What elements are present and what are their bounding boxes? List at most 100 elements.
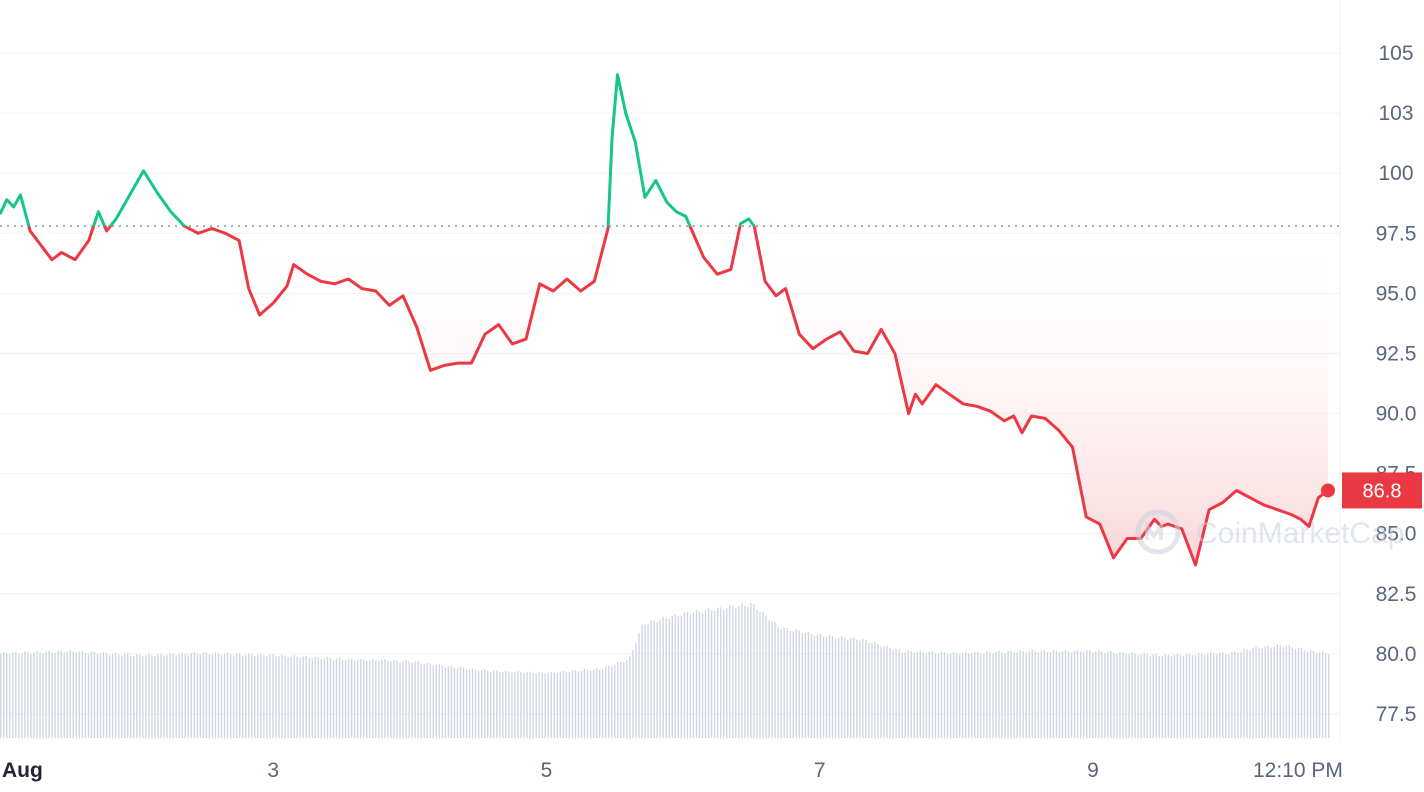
volume-bar	[1321, 651, 1324, 738]
volume-bar	[671, 615, 673, 738]
volume-bar	[895, 648, 897, 738]
volume-bar	[1107, 651, 1109, 738]
volume-bar	[1007, 651, 1009, 738]
volume-bar	[1001, 652, 1003, 738]
volume-bar	[792, 631, 794, 738]
volume-bar	[296, 656, 298, 738]
volume-bar	[260, 653, 262, 738]
volume-bar	[1170, 656, 1173, 738]
volume-bar	[338, 657, 341, 738]
volume-bar	[48, 650, 50, 738]
volume-bar	[217, 653, 220, 738]
volume-bar	[121, 655, 123, 738]
volume-bar	[1061, 651, 1064, 738]
volume-bar	[601, 669, 604, 738]
volume-bar	[674, 614, 676, 738]
volume-bar	[254, 655, 256, 738]
volume-bar	[266, 656, 268, 738]
volume-bar	[617, 662, 619, 738]
volume-bar	[363, 659, 365, 738]
y-tick-label: 82.5	[1376, 583, 1417, 606]
last-price-marker: 86.8	[1321, 472, 1422, 509]
volume-bar	[744, 605, 746, 738]
price-line-up	[0, 73, 756, 227]
volume-bar	[998, 650, 1000, 738]
volume-bar	[777, 626, 779, 738]
volume-bar	[919, 650, 922, 738]
volume-bar	[529, 671, 531, 738]
volume-bar	[114, 652, 117, 738]
volume-bar	[387, 661, 389, 738]
volume-bar	[1079, 652, 1082, 738]
volume-bar	[713, 611, 716, 738]
volume-bar	[1119, 652, 1121, 738]
volume-bar	[716, 607, 719, 738]
volume-bar	[353, 660, 356, 738]
volume-bar	[1152, 654, 1154, 738]
volume-bar	[238, 653, 241, 738]
volume-bar	[435, 665, 438, 738]
volume-bar	[320, 659, 323, 738]
volume-bar	[196, 654, 199, 738]
volume-bar	[245, 655, 247, 738]
volume-bar	[946, 654, 949, 738]
volume-bar	[877, 643, 879, 738]
volume-bar	[556, 673, 559, 738]
volume-bar	[1324, 652, 1327, 738]
volume-bar	[6, 653, 8, 738]
volume-bar	[1046, 652, 1049, 738]
volume-bar	[474, 669, 477, 738]
volume-bar	[562, 670, 565, 738]
volume-bar	[33, 652, 35, 738]
volume-bar	[1128, 653, 1130, 738]
volume-bar	[432, 665, 434, 738]
volume-bar	[707, 608, 710, 738]
y-tick-label: 100	[1378, 162, 1413, 185]
volume-bar	[45, 651, 47, 738]
volume-bar	[738, 605, 740, 738]
volume-bar	[880, 646, 882, 738]
volume-bar	[683, 612, 686, 738]
y-tick-label: 97.5	[1376, 222, 1417, 245]
volume-bar	[369, 659, 371, 738]
volume-bar	[223, 653, 226, 738]
volume-bar	[565, 672, 568, 738]
volume-bar	[1164, 654, 1167, 738]
volume-bar	[1055, 650, 1058, 738]
x-tick-label: 12:10 PM	[1253, 759, 1343, 782]
volume-bar	[1182, 655, 1185, 738]
volume-bar	[904, 652, 906, 738]
x-tick-label: 9	[1087, 759, 1099, 782]
volume-bar	[314, 656, 317, 738]
volume-bar	[39, 652, 41, 738]
volume-bar	[568, 672, 571, 738]
last-price-badge	[1342, 472, 1422, 509]
volume-bar	[901, 652, 903, 738]
volume-bar	[680, 615, 683, 738]
volume-bar	[372, 658, 374, 738]
volume-bar	[1273, 646, 1275, 738]
volume-bar	[907, 650, 909, 738]
volume-bar	[208, 654, 211, 738]
volume-bar	[1213, 653, 1215, 738]
volume-bar	[145, 655, 147, 738]
volume-bar	[541, 672, 543, 738]
volume-bar	[399, 662, 401, 738]
volume-bar	[653, 620, 655, 738]
volume-bar	[1043, 650, 1046, 738]
volume-bar	[795, 629, 797, 738]
volume-bar	[1098, 650, 1100, 738]
volume-bar	[883, 645, 885, 738]
volume-bar	[154, 655, 156, 738]
volume-bar	[1243, 649, 1245, 738]
volume-bar	[789, 630, 791, 738]
volume-bar	[1113, 653, 1115, 738]
volume-bar	[414, 661, 416, 738]
volume-bar	[1188, 653, 1191, 738]
volume-bar	[665, 618, 667, 738]
volume-bar	[928, 651, 931, 738]
volume-bar	[1267, 645, 1269, 738]
volume-bar	[1134, 653, 1136, 738]
